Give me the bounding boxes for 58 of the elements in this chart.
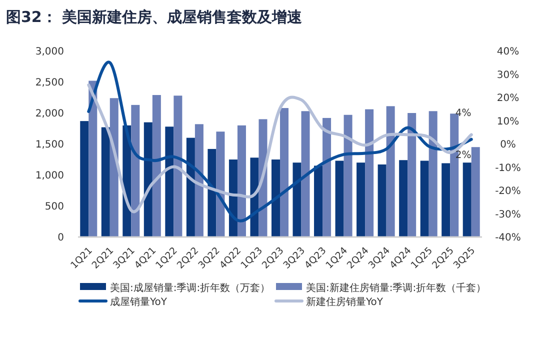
bar — [322, 118, 332, 237]
bar — [144, 122, 152, 237]
annotation: 4% — [455, 108, 472, 120]
bar — [442, 163, 450, 237]
y-tick-label: 2,500 — [35, 78, 64, 88]
bar — [301, 111, 310, 237]
y-tick-label: 500 — [44, 202, 64, 212]
bar — [216, 132, 225, 237]
y2-tick-label: 10% — [496, 116, 520, 128]
bar — [428, 111, 438, 237]
y2-tick-label: -10% — [495, 162, 521, 174]
bar — [237, 125, 246, 237]
bar — [80, 121, 89, 237]
bar — [280, 108, 289, 237]
y2-tick-label: 30% — [496, 70, 520, 81]
bar — [152, 95, 161, 237]
bar — [110, 98, 118, 237]
y2-tick-label: 40% — [496, 46, 520, 58]
y-tick-label: 3,000 — [35, 46, 64, 58]
bar — [408, 113, 416, 237]
legend-label: 美国:成屋销量:季调:折年数（万套） — [110, 282, 270, 294]
y2-tick-label: 20% — [496, 93, 520, 104]
bar — [165, 126, 174, 237]
y-tick-label: 0 — [58, 232, 64, 244]
bar — [186, 138, 195, 237]
bar — [228, 160, 238, 237]
bar — [292, 162, 302, 237]
bar — [365, 109, 374, 237]
y2-tick-label: 0% — [500, 140, 516, 150]
bar — [335, 160, 344, 237]
bar — [471, 147, 480, 237]
legend-label: 新建住房销量YoY — [306, 296, 384, 308]
bar — [420, 160, 429, 237]
legend-label: 美国:新建住房销量:季调:折年数（千套） — [306, 282, 486, 294]
bar — [356, 162, 366, 237]
y-tick-label: 1,000 — [35, 170, 64, 182]
bar — [314, 166, 323, 237]
bar — [194, 124, 204, 237]
bar — [88, 80, 98, 237]
bar — [462, 162, 472, 237]
y-tick-label: 2,000 — [35, 108, 64, 120]
bar — [101, 127, 110, 237]
bar — [344, 114, 352, 237]
y2-tick-label: -30% — [495, 209, 521, 220]
bar — [131, 104, 140, 237]
bar — [208, 148, 216, 237]
bar — [399, 160, 408, 237]
bar — [386, 106, 395, 237]
bar — [378, 164, 386, 237]
line-series — [87, 61, 473, 222]
bar — [174, 96, 182, 237]
legend-label: 成屋销量YoY — [110, 296, 168, 308]
bar — [271, 160, 280, 237]
line-series — [87, 83, 473, 213]
y2-tick-label: -20% — [495, 186, 521, 197]
y2-tick-label: -40% — [495, 232, 521, 244]
chart-title: 图32： 美国新建住房、成屋销售套数及增速 — [6, 8, 304, 26]
y-tick-label: 1,500 — [35, 140, 64, 150]
